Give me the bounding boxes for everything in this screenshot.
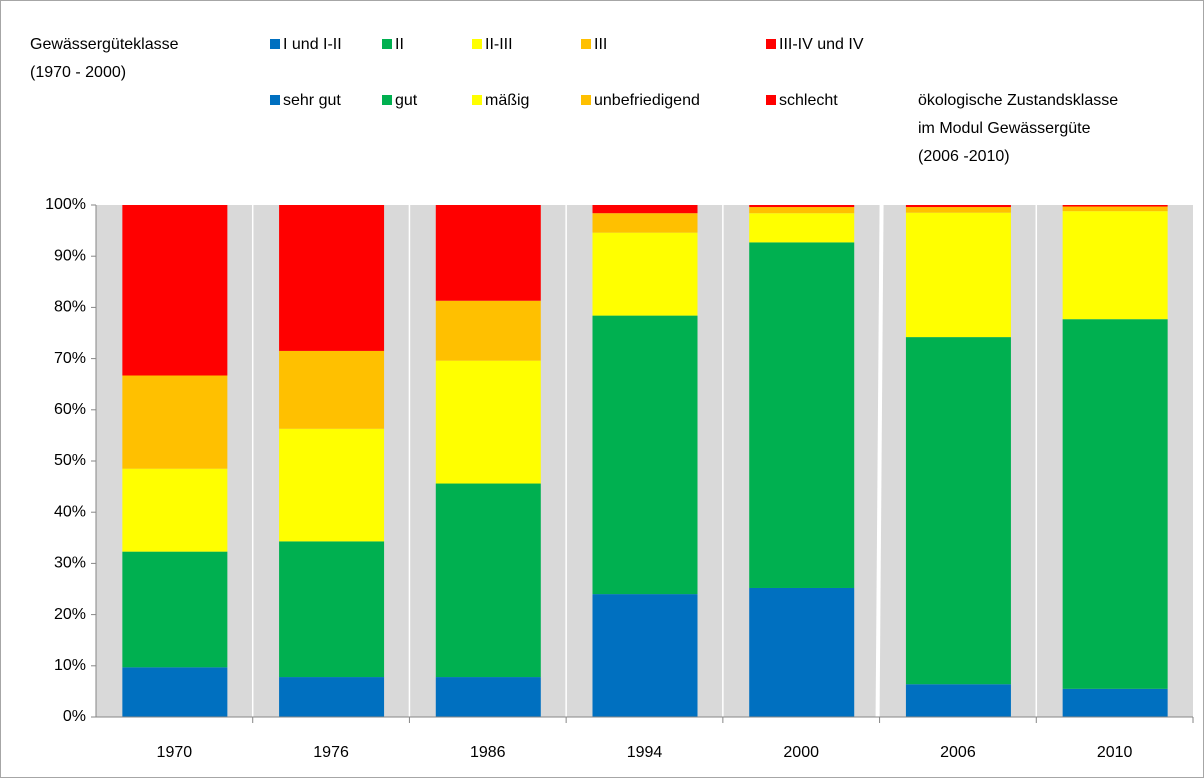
- bar-segment: [905, 684, 1011, 717]
- legend-label: gut: [395, 92, 418, 109]
- x-tick-label: 1986: [470, 744, 506, 761]
- legend-swatch: [766, 39, 776, 49]
- bar-segment: [435, 205, 541, 301]
- y-tick-label: 30%: [54, 555, 86, 572]
- legend-label: schlecht: [779, 92, 838, 109]
- legend-label: II: [395, 36, 404, 53]
- bar-segment: [592, 594, 698, 717]
- bar-segment: [435, 300, 541, 361]
- bar-segment: [122, 468, 228, 552]
- legend-label: I und I-II: [283, 36, 342, 53]
- bar-segment: [1062, 206, 1168, 212]
- legend-swatch: [472, 95, 482, 105]
- bar-segment: [592, 205, 698, 214]
- bar-segment: [592, 213, 698, 233]
- bar-segment: [279, 428, 385, 542]
- bar-segment: [279, 541, 385, 678]
- bar-segment: [749, 205, 855, 208]
- legend-title: im Modul Gewässergüte: [918, 120, 1091, 137]
- legend-swatch: [270, 39, 280, 49]
- bar-segment: [1062, 211, 1168, 320]
- legend-swatch: [766, 95, 776, 105]
- bar-segment: [905, 207, 1011, 213]
- legend-title: (1970 - 2000): [30, 64, 126, 81]
- x-tick-label: 1976: [313, 744, 349, 761]
- bar-segment: [749, 242, 855, 588]
- bar-segment: [905, 337, 1011, 685]
- x-tick-label: 2010: [1097, 744, 1133, 761]
- legend-title: (2006 -2010): [918, 148, 1010, 165]
- y-tick-label: 70%: [54, 350, 86, 367]
- legend-label: III-IV und IV: [779, 36, 864, 53]
- legend-label: III: [594, 36, 607, 53]
- y-tick-label: 90%: [54, 247, 86, 264]
- legend-title: Gewässergüteklasse: [30, 36, 179, 53]
- bar-segment: [435, 483, 541, 678]
- y-tick-label: 80%: [54, 299, 86, 316]
- bar-segment: [122, 205, 228, 376]
- x-tick-label: 2006: [940, 744, 976, 761]
- bar-segment: [435, 360, 541, 484]
- y-tick-label: 20%: [54, 606, 86, 623]
- y-tick-label: 40%: [54, 503, 86, 520]
- legend-label: unbefriedigend: [594, 92, 700, 109]
- bar-segment: [1062, 319, 1168, 689]
- y-tick-label: 60%: [54, 401, 86, 418]
- legend-label: II-III: [485, 36, 513, 53]
- bar-segment: [122, 551, 228, 668]
- bar-segment: [905, 205, 1011, 208]
- legend-swatch: [581, 39, 591, 49]
- legend-swatch: [382, 39, 392, 49]
- y-tick-label: 50%: [54, 452, 86, 469]
- bar-segment: [749, 587, 855, 717]
- bar-segment: [435, 677, 541, 717]
- bar-segment: [122, 667, 228, 717]
- legend-label: sehr gut: [283, 92, 341, 109]
- bar-segment: [592, 232, 698, 316]
- bar-segment: [1062, 205, 1168, 207]
- legend-label: mäßig: [485, 92, 529, 109]
- bar-segment: [905, 212, 1011, 338]
- bar-segment: [1062, 688, 1168, 717]
- bar-segment: [749, 213, 855, 243]
- bar-segment: [279, 677, 385, 717]
- x-tick-label: 1994: [627, 744, 663, 761]
- legend-title: ökologische Zustandsklasse: [918, 92, 1118, 109]
- bar-segment: [749, 207, 855, 214]
- legend-swatch: [270, 95, 280, 105]
- legend-swatch: [581, 95, 591, 105]
- bar-segment: [592, 315, 698, 595]
- bar-segment: [122, 375, 228, 469]
- group-separator: [875, 204, 884, 718]
- y-tick-label: 0%: [63, 708, 86, 725]
- legend-swatch: [382, 95, 392, 105]
- x-tick-label: 2000: [783, 744, 819, 761]
- bar-segment: [279, 350, 385, 429]
- bar-segment: [279, 205, 385, 351]
- y-tick-label: 10%: [54, 657, 86, 674]
- y-tick-label: 100%: [45, 196, 86, 213]
- legend-swatch: [472, 39, 482, 49]
- x-tick-label: 1970: [157, 744, 193, 761]
